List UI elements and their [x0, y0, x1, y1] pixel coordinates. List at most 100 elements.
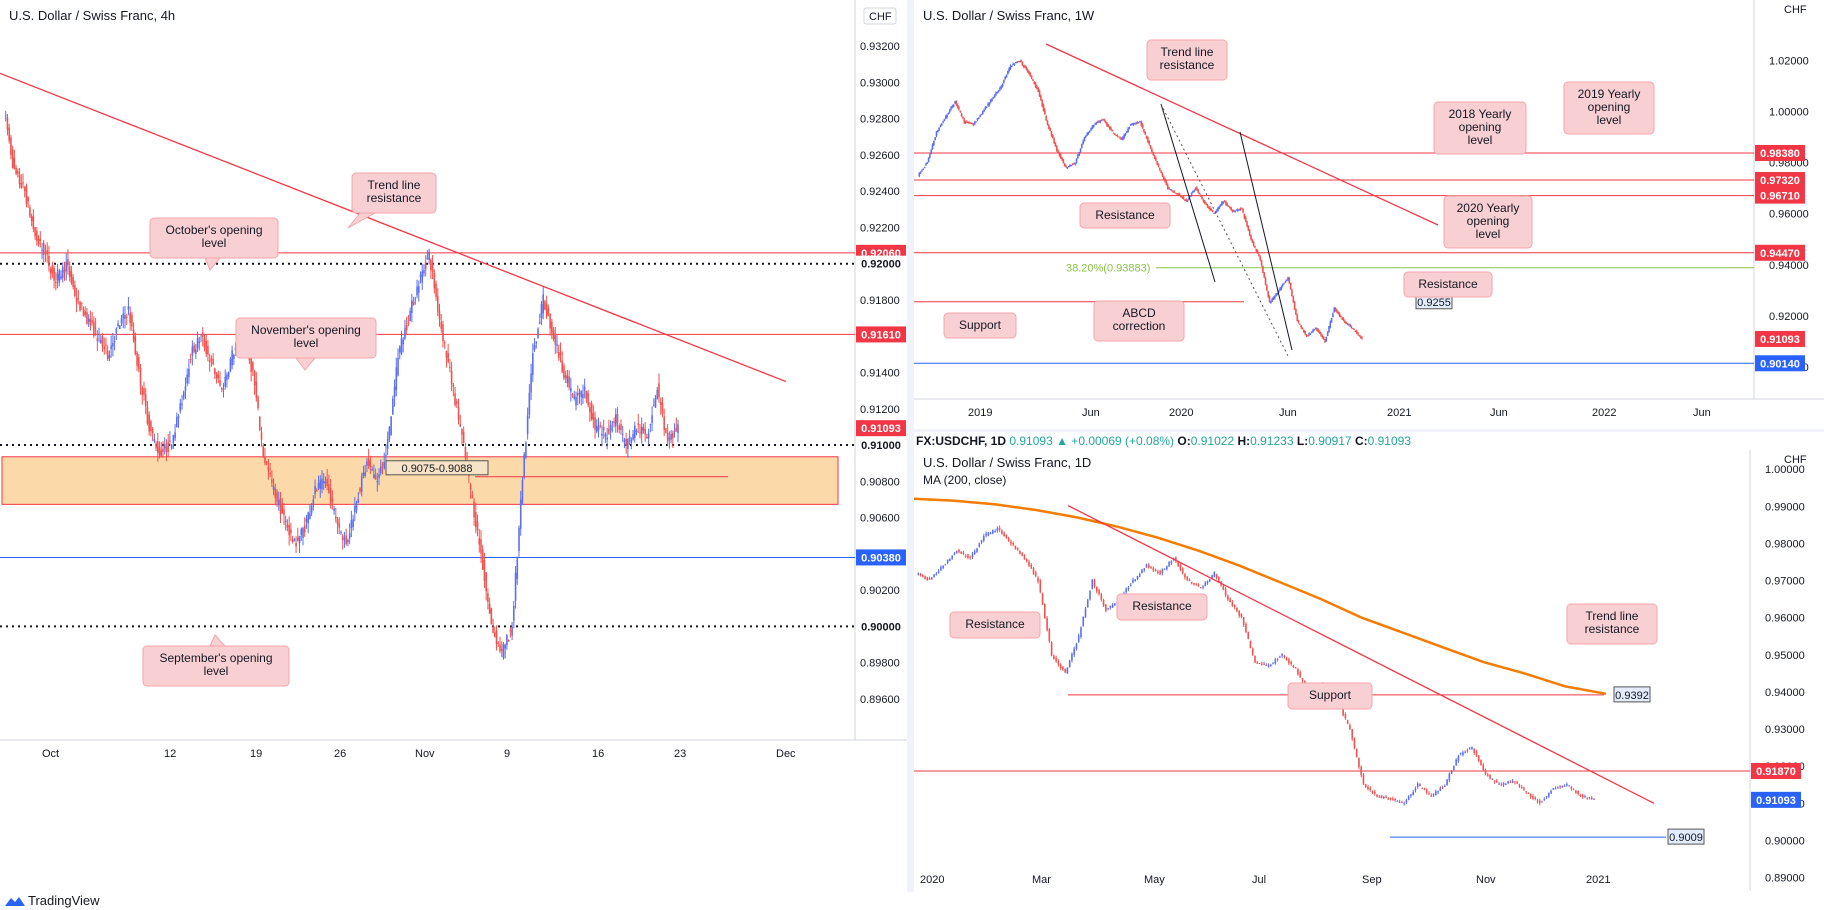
price-candle	[1193, 190, 1195, 192]
tradingview-logo-icon[interactable]	[4, 893, 26, 908]
price-candle	[283, 508, 285, 516]
price-candle	[1044, 109, 1046, 115]
price-candle	[1207, 207, 1210, 209]
price-candle	[533, 344, 536, 350]
svg-text:September's opening: September's opening	[159, 651, 272, 665]
chart-1d-panel[interactable]: CHF 1.00000 0.99000 0.98000 0.97000 0.96000 0.…	[914, 450, 1824, 892]
y-tick-label: 0.96000	[1765, 613, 1805, 625]
price-candle	[1300, 325, 1303, 328]
price-candle	[1007, 537, 1010, 542]
price-candle	[58, 270, 61, 283]
price-candle	[1091, 125, 1094, 129]
price-candle	[37, 238, 40, 245]
price-candle	[535, 342, 538, 344]
price-candle	[1215, 210, 1218, 212]
x-tick-label: 2021	[1586, 874, 1610, 886]
price-candle	[1074, 163, 1077, 165]
price-candle	[1264, 277, 1267, 285]
price-candle	[443, 342, 446, 344]
price-candle	[1001, 83, 1004, 87]
price-candle	[955, 550, 958, 553]
price-candle	[411, 300, 413, 314]
price-candle	[1073, 648, 1075, 655]
price-candle	[1231, 209, 1234, 212]
price-candle	[1014, 62, 1017, 64]
price-candle	[1186, 576, 1188, 580]
x-tick-label: 2021	[1387, 407, 1411, 419]
price-candle	[1226, 203, 1229, 207]
price-candle	[181, 403, 183, 406]
price-candle	[1022, 65, 1025, 67]
price-candle	[1297, 669, 1299, 675]
price-candle	[1392, 798, 1394, 801]
price-candle	[1353, 329, 1355, 331]
price-candle	[1222, 585, 1225, 590]
price-candle	[462, 431, 465, 444]
x-tick-label: 2020	[920, 874, 944, 886]
price-candle	[628, 436, 631, 440]
chart-4h-svg[interactable]: CHF 0.93200 0.93000 0.92800 0.92600 0.92400 0.…	[0, 0, 907, 892]
price-candle	[930, 149, 933, 155]
price-candle	[1359, 336, 1362, 338]
price-candle	[1103, 119, 1106, 121]
price-level-tag: 0.96710	[1760, 191, 1800, 203]
svg-text:2019 Yearly: 2019 Yearly	[1578, 87, 1641, 101]
price-candle	[143, 388, 145, 395]
price-candle	[1050, 131, 1053, 136]
price-candle	[1243, 213, 1246, 219]
chart-4h-panel[interactable]: CHF 0.93200 0.93000 0.92800 0.92600 0.92400 0.…	[0, 0, 907, 892]
price-candle	[1079, 148, 1082, 152]
price-candle	[1279, 656, 1281, 658]
brand-name[interactable]: TradingView	[28, 893, 100, 908]
price-candle	[1240, 208, 1243, 210]
price-candle	[1258, 254, 1260, 256]
price-candle	[937, 571, 940, 574]
price-candle	[1125, 131, 1128, 133]
price-candle	[1355, 330, 1358, 333]
price-candle	[72, 277, 74, 288]
price-candle	[1139, 120, 1141, 123]
price-candle	[150, 421, 152, 431]
price-candle	[405, 325, 408, 330]
price-candle	[1134, 579, 1137, 582]
price-candle	[589, 406, 591, 413]
price-candle	[525, 442, 527, 457]
price-candle	[1250, 235, 1252, 240]
price-level-tag-bg	[1755, 144, 1805, 161]
price-candle	[1095, 122, 1098, 124]
price-candle	[129, 312, 131, 323]
price-candle	[521, 479, 524, 504]
price-candle	[642, 427, 645, 431]
fib-label: 38.20%(0.93883)	[1066, 263, 1150, 275]
price-candle	[625, 438, 627, 446]
chart-1w-panel[interactable]: CHF 1.02000 1.00000 0.98000 0.96000 0.94000 0.…	[914, 0, 1824, 429]
price-candle	[996, 528, 999, 531]
svg-text:resistance: resistance	[1585, 622, 1640, 636]
price-candle	[82, 309, 85, 317]
price-candle	[1077, 154, 1079, 159]
price-candle	[962, 116, 964, 119]
panel-divider[interactable]	[914, 429, 1824, 432]
price-candle	[1568, 785, 1570, 787]
panel-divider[interactable]	[907, 0, 914, 892]
price-candle	[1362, 774, 1365, 785]
price-candle	[1061, 157, 1063, 160]
price-candle	[393, 386, 396, 397]
price-candle	[1099, 121, 1102, 123]
x-tick-label: 9	[504, 748, 510, 760]
price-candle	[41, 249, 43, 251]
price-candle	[480, 539, 482, 554]
price-candle	[1545, 796, 1548, 798]
price-candle	[1041, 100, 1044, 107]
price-candle	[979, 115, 981, 118]
price-candle	[1229, 598, 1231, 603]
price-candle	[1077, 635, 1080, 642]
price-candle	[1373, 791, 1376, 794]
price-candle	[659, 401, 662, 406]
price-candle	[305, 518, 308, 522]
price-candle	[1364, 784, 1367, 788]
chart-1w-svg[interactable]: CHF1.020001.000000.980000.960000.940000.…	[914, 0, 1824, 429]
svg-text:Resistance: Resistance	[965, 617, 1025, 631]
